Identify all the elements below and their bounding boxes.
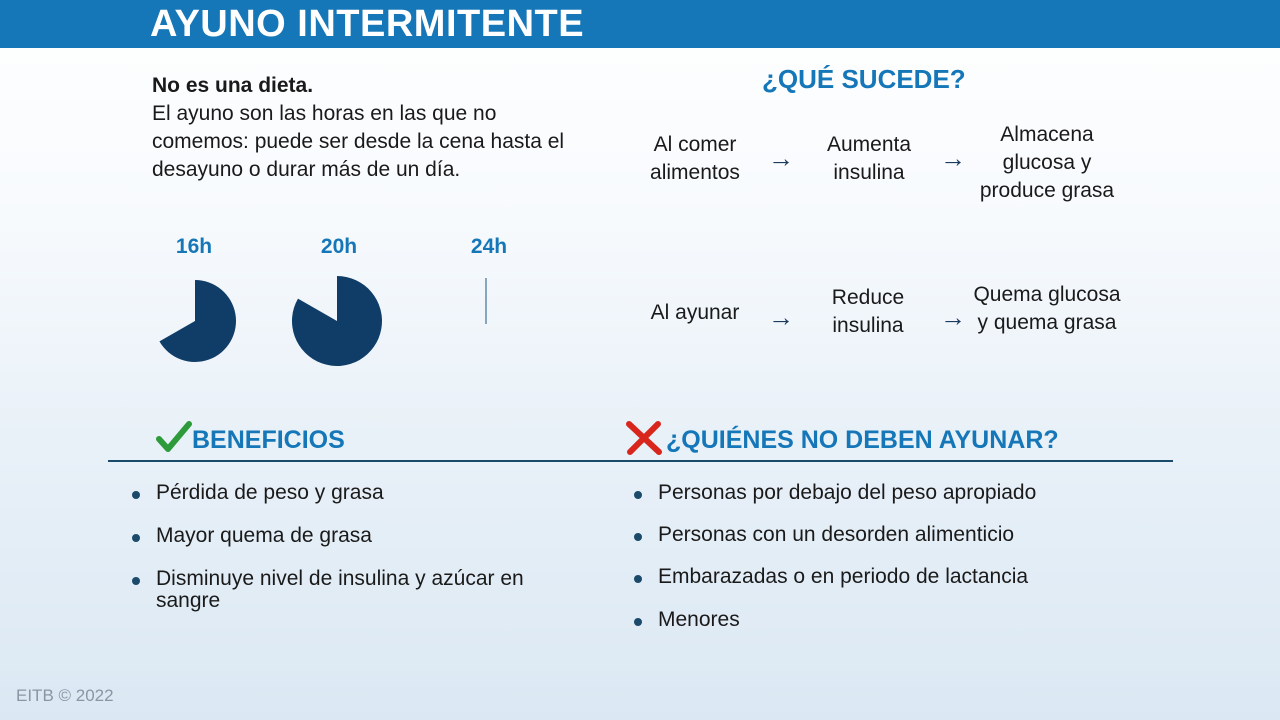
restriction-item: Embarazadas o en periodo de lactancia	[634, 566, 1154, 588]
fasting-step-3: Quema glucosa y quema grasa	[973, 283, 1121, 334]
benefits-title: BENEFICIOS	[192, 426, 345, 454]
clock-24h-pie	[485, 278, 487, 324]
check-icon	[156, 421, 192, 452]
intro-text: El ayuno son las horas en las que no com…	[152, 102, 565, 181]
eating-step-1: Al comer alimentos	[650, 133, 740, 184]
clock-16h-slice	[159, 280, 236, 362]
clock-16h-label: 16h	[175, 235, 213, 258]
fasting-arrow-2: →	[940, 302, 966, 332]
eating-arrow-2: →	[940, 143, 966, 173]
header-bar: AYUNO INTERMITENTE	[0, 0, 1280, 48]
intro-heading: No es una dieta.	[152, 74, 314, 97]
restriction-item: Personas con un desorden alimenticio	[634, 524, 1154, 546]
what-happens-title: ¿QUÉ SUCEDE?	[762, 64, 966, 94]
page-title: AYUNO INTERMITENTE	[150, 3, 585, 45]
who-should-not-title: ¿QUIÉNES NO DEBEN AYUNAR?	[666, 426, 1059, 454]
copyright-footer: EITB © 2022	[16, 686, 114, 705]
clock-24h-label: 24h	[470, 235, 508, 258]
intro-block: No es una dieta. El ayuno son las horas …	[152, 72, 592, 184]
cross-icon	[626, 421, 662, 455]
eating-arrow-1: →	[768, 143, 794, 173]
benefit-item: Pérdida de peso y grasa	[132, 482, 552, 504]
clock-20h-pie	[291, 276, 382, 366]
benefits-list: Pérdida de peso y grasa Mayor quema de g…	[132, 482, 552, 612]
fasting-step-2: Reduce insulina	[831, 286, 905, 337]
fasting-step-1: Al ayunar	[650, 301, 740, 324]
eating-step-2: Aumenta insulina	[826, 133, 912, 184]
benefit-item: Mayor quema de grasa	[132, 525, 552, 547]
fasting-arrow-1: →	[768, 302, 794, 332]
restriction-item: Personas por debajo del peso apropiado	[634, 482, 1154, 504]
section-divider	[108, 460, 1173, 462]
eating-step-3: Almacena glucosa y produce grasa	[979, 123, 1115, 202]
who-should-not-list: Personas por debajo del peso apropiado P…	[634, 482, 1154, 631]
clock-16h-pie	[159, 280, 236, 362]
clock-20h-slice	[291, 276, 382, 366]
benefit-item: Disminuye nivel de insulina y azúcar en …	[132, 568, 552, 612]
clock-20h-label: 20h	[320, 235, 358, 258]
restriction-item: Menores	[634, 609, 1154, 631]
